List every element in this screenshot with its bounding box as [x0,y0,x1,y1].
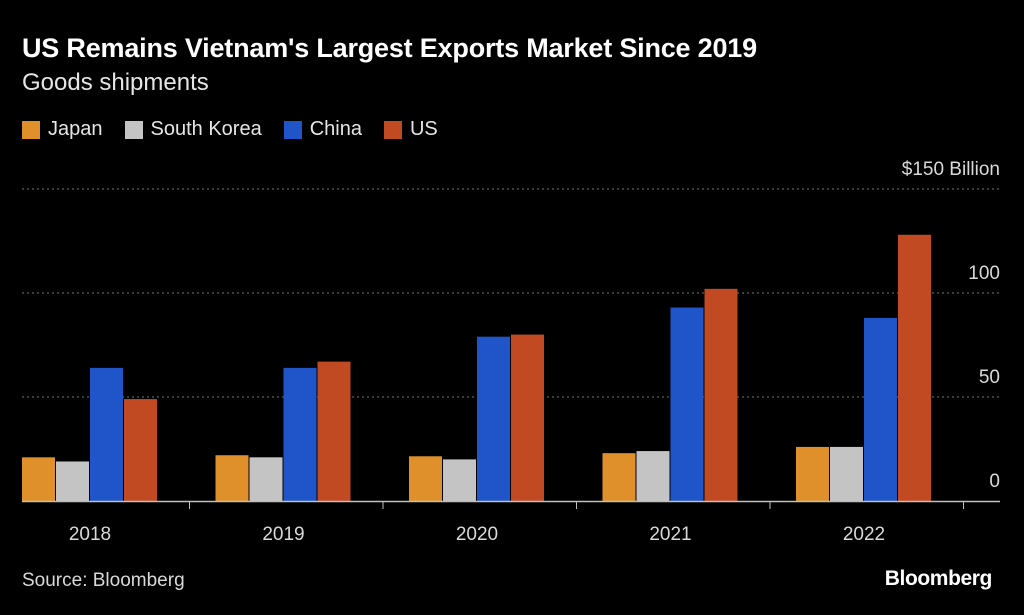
x-tick-label: 2019 [262,524,304,545]
bar-japan-2021 [602,453,636,501]
x-tick-label: 2020 [456,524,498,545]
bar-china-2022 [864,317,897,501]
bar-us-2022 [898,234,931,501]
legend-label-us: US [409,118,438,140]
bar-south-korea-2022 [830,446,863,501]
y-tick-label: $150 Billion [902,159,1000,180]
x-tick-label: 2022 [843,524,885,545]
y-tick-label: 0 [989,471,1000,492]
chart-subtitle: Goods shipments [22,69,209,96]
source-note: Source: Bloomberg [22,570,185,591]
legend-item-us: US [383,118,438,141]
legend-label-china: China [309,118,362,140]
x-tick-label: 2018 [69,524,111,545]
legend-item-south-korea: South Korea [124,118,262,141]
legend-swatch-japan [22,120,40,139]
bar-china-2018 [90,367,123,501]
bar-south-korea-2021 [636,451,670,501]
legend-item-japan: Japan [22,118,103,141]
bar-us-2018 [124,399,157,501]
chart-title: US Remains Vietnam's Largest Exports Mar… [22,33,757,63]
legend-label-japan: Japan [48,118,103,140]
legend-swatch-us [383,120,402,139]
bar-japan-2022 [796,446,829,501]
x-tick-label: 2021 [649,524,691,545]
bar-south-korea-2020 [443,459,476,501]
legend-label-south-korea: South Korea [150,118,262,140]
bar-japan-2018 [22,457,55,501]
bar-us-2019 [317,361,351,501]
bar-china-2020 [477,336,510,501]
legend-swatch-south-korea [124,120,143,139]
bar-japan-2019 [215,455,249,501]
y-tick-label: 100 [968,263,1000,284]
bar-us-2020 [511,334,544,501]
bar-china-2019 [283,367,317,501]
bar-china-2021 [670,307,704,501]
bar-south-korea-2018 [56,461,89,501]
legend: Japan South Korea China US [22,118,460,141]
bloomberg-logo: Bloomberg [884,567,993,590]
y-tick-label: 50 [979,367,1000,388]
bar-japan-2020 [409,456,442,501]
bar-south-korea-2019 [249,457,283,501]
legend-item-china: China [283,118,362,141]
legend-swatch-china [283,120,302,139]
bar-us-2021 [704,288,738,501]
